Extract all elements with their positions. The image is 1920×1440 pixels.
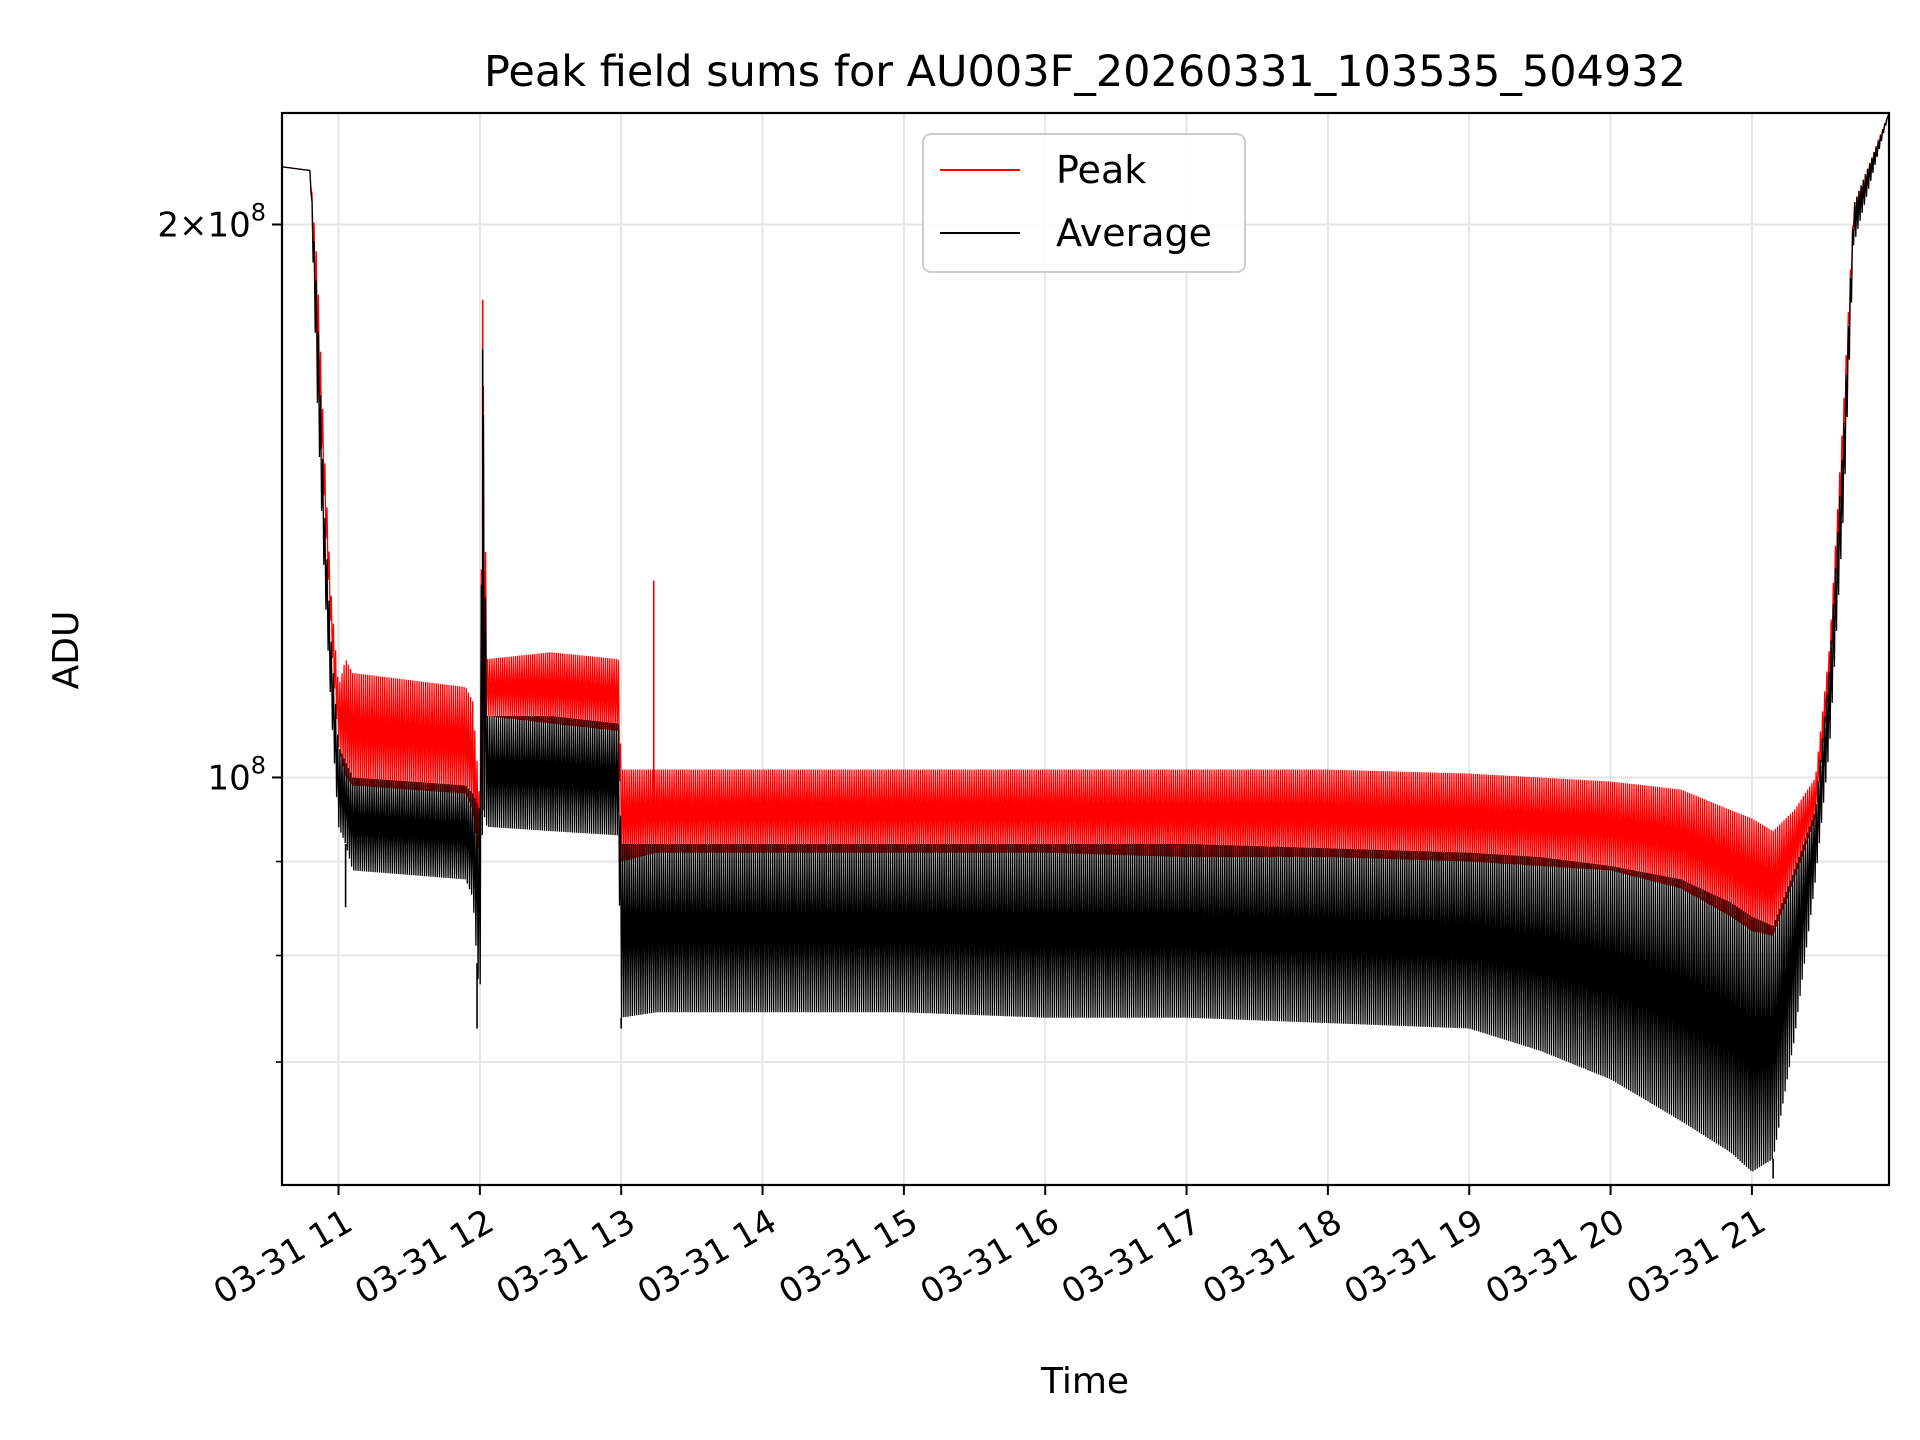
legend-box [922, 133, 1246, 273]
plot-frame [280, 111, 1891, 1187]
series-layer [282, 113, 1889, 1179]
y-tick-label-exponent: 8 [251, 198, 266, 226]
y-tick-label-exponent: 8 [251, 751, 266, 779]
x-tick-label: 03-31 12 [348, 1202, 500, 1313]
legend-peak-label: Peak [1056, 148, 1146, 192]
x-tick-label: 03-31 13 [490, 1202, 642, 1313]
y-axis-title: ADU [46, 611, 87, 690]
x-tick-label: 03-31 15 [772, 1202, 924, 1313]
x-tick-label: 03-31 16 [914, 1202, 1066, 1313]
y-tick-label-base: 10 [207, 758, 250, 798]
x-tick-label: 03-31 14 [631, 1202, 783, 1313]
legend-average-label: Average [1056, 211, 1212, 255]
y-tick-label-base: 2×10 [157, 205, 250, 245]
x-axis-title: Time [1040, 1361, 1129, 1402]
x-tick-label: 03-31 17 [1055, 1202, 1207, 1313]
series-average-line [282, 113, 1889, 1172]
y-tick-label: 108 [207, 751, 266, 798]
legend: Peak Average [922, 133, 1246, 273]
chart-title: Peak field sums for AU003F_20260331_1035… [484, 47, 1686, 97]
series-peak-line [282, 113, 1889, 936]
x-tick-label: 03-31 20 [1479, 1202, 1631, 1313]
x-tick-label: 03-31 21 [1620, 1202, 1772, 1313]
y-tick-label: 2×108 [157, 198, 266, 245]
x-tick-label: 03-31 19 [1338, 1202, 1490, 1313]
x-tick-label: 03-31 18 [1196, 1202, 1348, 1313]
x-tick-label: 03-31 11 [207, 1202, 359, 1313]
